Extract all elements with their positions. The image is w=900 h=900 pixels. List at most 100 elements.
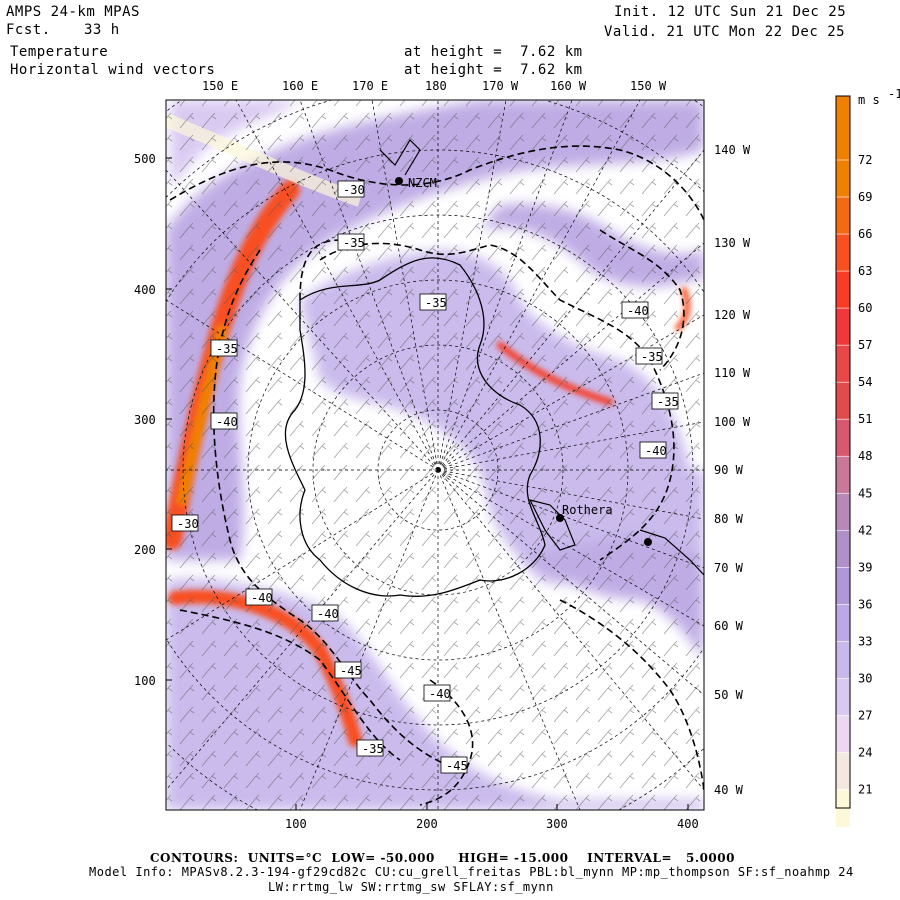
lon-label-right: 80 W [714,512,744,526]
svg-text:-40: -40 [317,607,339,621]
coastline-peninsula [528,499,576,551]
lon-label-right: 110 W [714,366,751,380]
svg-text:-45: -45 [446,759,468,773]
y-tick-label: 500 [134,152,156,166]
colorbar-level-label: 63 [858,264,872,278]
colorbar-segment [836,641,850,679]
colorbar-unit-exponent: -1 [888,87,900,101]
contour-label: -30 [171,514,199,532]
colorbar-unit: m s [858,93,880,107]
lon-label-right: 90 W [714,463,744,477]
lon-label-right: 50 W [714,688,744,702]
colorbar-segment [836,419,850,457]
colorbar-level-label: 51 [858,412,872,426]
coastline-south-america [639,529,704,576]
field-wind-vectors: Horizontal wind vectors [10,62,216,78]
station-label-rothera: Rothera [562,503,613,517]
contour-label: -35 [651,392,679,410]
x-tick-label: 300 [546,817,568,831]
colorbar-level-label: 42 [858,523,872,537]
station-marker-nzcm [395,177,403,185]
station-label-nzcm: NZCM [408,176,437,190]
y-axis [166,157,689,810]
colorbar-level-label: 30 [858,671,872,685]
forecast-label: Fcst. [6,22,51,38]
svg-text:-40: -40 [627,304,649,318]
colorbar: 72 69 66 63 60 57 54 51 48 45 42 39 36 33 30 27 24 21 [835,95,872,828]
y-tick-label: 400 [134,283,156,297]
contour-label: -40 [621,301,649,319]
lon-label-top: 150 W [630,79,667,93]
colorbar-level-label: 39 [858,560,872,574]
colorbar-segment [836,382,850,420]
colorbar-level-label: 36 [858,597,872,611]
colorbar-level-label: 66 [858,227,872,241]
model-title: AMPS 24-km MPAS [6,4,140,20]
contour-info: CONTOURS: UNITS=°C LOW= -50.000 HIGH= -1… [150,851,735,865]
y-tick-label: 300 [134,413,156,427]
field-temperature: Temperature [10,44,109,60]
colorbar-level-label: 27 [858,708,872,722]
svg-text:-35: -35 [216,342,238,356]
contour-label: -35 [419,293,447,311]
lon-label-top: 160 E [282,79,318,93]
svg-text:-35: -35 [425,296,447,310]
forecast-value: 33 h [84,22,120,38]
height-2: at height = 7.62 km [404,62,583,78]
colorbar-segment [836,456,850,494]
colorbar-segment [836,752,850,790]
colorbar-segment [836,567,850,605]
colorbar-segment [836,308,850,346]
lon-label-right: 70 W [714,561,744,575]
contour-label: -35 [337,233,365,251]
svg-text:-35: -35 [362,742,384,756]
svg-text:-40: -40 [216,415,238,429]
y-tick-label: 100 [134,674,156,688]
contour-label: -35 [635,347,663,365]
x-tick-label: 400 [677,817,699,831]
colorbar-segment [836,678,850,716]
lon-label-right: 60 W [714,619,744,633]
colorbar-segment [836,493,850,531]
lon-label-top: 170 W [482,79,519,93]
svg-text:-40: -40 [251,591,273,605]
coastline-antarctica [284,257,546,597]
lon-label-top: 150 E [202,79,238,93]
lon-label-right: 130 W [714,236,751,250]
station-marker-rothera [556,514,564,522]
colorbar-segment [836,345,850,383]
colorbar-level-label: 72 [858,153,872,167]
lon-label-top: 160 W [550,79,587,93]
svg-text:-45: -45 [340,664,362,678]
svg-text:-40: -40 [429,687,451,701]
contour-label: -40 [210,412,238,430]
plot-frame [165,99,705,811]
colorbar-level-label: 48 [858,449,872,463]
x-tick-label: 200 [416,817,438,831]
colorbar-level-label: 54 [858,375,872,389]
svg-text:-35: -35 [657,395,679,409]
init-time: Init. 12 UTC Sun 21 Dec 25 [614,4,847,20]
lon-label-right: 40 W [714,783,744,797]
contour-label: -45 [334,661,362,679]
colorbar-segment [836,604,850,642]
contour-label: -40 [245,588,273,606]
colorbar-segment [836,197,850,235]
coastline-new-zealand [379,139,421,176]
colorbar-segment [836,96,850,160]
contour-label: -40 [311,604,339,622]
contour-label: -35 [356,739,384,757]
colorbar-level-label: 45 [858,486,872,500]
svg-text:-35: -35 [641,350,663,364]
colorbar-level-label: 24 [858,745,872,759]
colorbar-level-label: 33 [858,634,872,648]
x-tick-label: 100 [285,817,307,831]
colorbar-level-label: 57 [858,338,872,352]
contour-label: -40 [423,684,451,702]
station-marker-3 [644,538,652,546]
lon-label-right: 120 W [714,308,751,322]
lon-label-top: 180 [425,79,447,93]
map-plot: NZCM Rothera -30 -35 -35 -35 -40 -40 -35… [166,100,704,810]
height-1: at height = 7.62 km [404,44,583,60]
